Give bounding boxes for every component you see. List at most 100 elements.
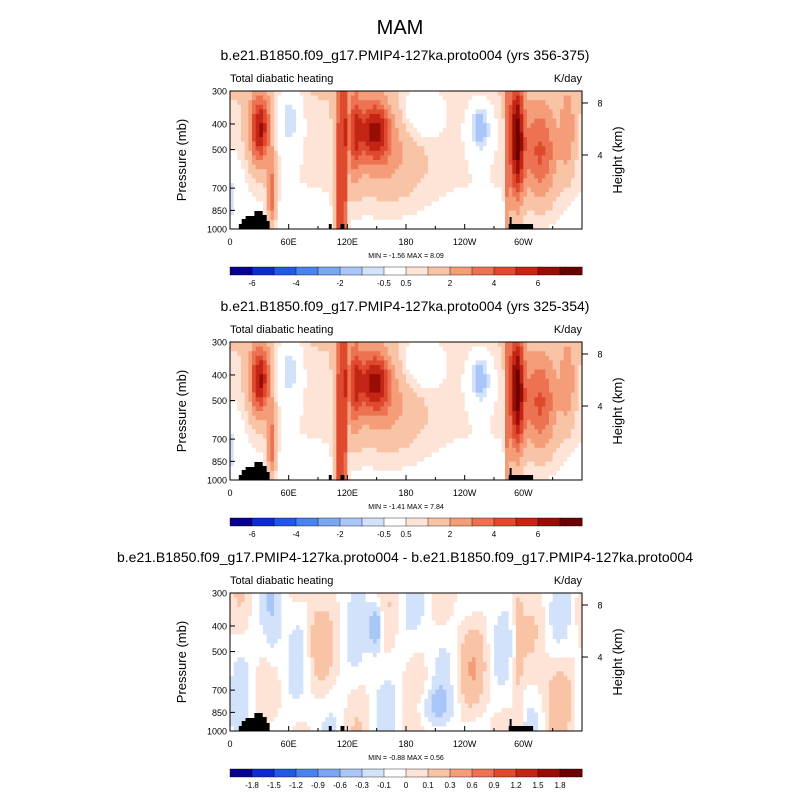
heatmap-cell bbox=[288, 100, 293, 106]
heatmap-cell bbox=[413, 219, 418, 225]
heatmap-cell bbox=[461, 397, 466, 403]
heatmap-cell bbox=[332, 346, 337, 352]
heatmap-cell bbox=[343, 406, 348, 412]
heatmap-cell bbox=[307, 355, 312, 361]
heatmap-cell bbox=[420, 346, 425, 352]
heatmap-cell bbox=[512, 201, 517, 207]
heatmap-cell bbox=[472, 196, 477, 202]
heatmap-cell bbox=[362, 150, 367, 156]
heatmap-cell bbox=[373, 173, 378, 179]
heatmap-cell bbox=[314, 411, 319, 417]
heatmap-cell bbox=[310, 91, 315, 97]
heatmap-cell bbox=[281, 146, 286, 152]
heatmap-cell bbox=[479, 192, 484, 198]
heatmap-cell bbox=[358, 424, 363, 430]
heatmap-cell bbox=[395, 378, 400, 384]
heatmap-cell bbox=[325, 424, 330, 430]
heatmap-cell bbox=[560, 91, 565, 97]
heatmap-cell bbox=[281, 210, 286, 216]
heatmap-cell bbox=[578, 91, 583, 97]
heatmap-cell bbox=[428, 383, 433, 389]
heatmap-cell bbox=[571, 411, 576, 417]
heatmap-cell bbox=[336, 201, 341, 207]
heatmap-cell bbox=[365, 100, 370, 106]
heatmap-cell bbox=[567, 173, 572, 179]
heatmap-cell bbox=[329, 201, 334, 207]
heatmap-cell bbox=[384, 178, 389, 184]
heatmap-cell bbox=[329, 123, 334, 129]
heatmap-cell bbox=[464, 187, 469, 193]
heatmap-cell bbox=[483, 196, 488, 202]
heatmap-cell bbox=[332, 164, 337, 170]
heatmap-cell bbox=[431, 351, 436, 357]
heatmap-cell bbox=[453, 118, 458, 124]
heatmap-cell bbox=[252, 173, 257, 179]
heatmap-cell bbox=[391, 351, 396, 357]
heatmap-cell bbox=[457, 137, 462, 143]
heatmap-cell bbox=[369, 374, 374, 380]
heatmap-cell bbox=[336, 100, 341, 106]
heatmap-cell bbox=[277, 434, 282, 440]
heatmap-cell bbox=[420, 132, 425, 138]
heatmap-cell bbox=[534, 192, 539, 198]
heatmap-cell bbox=[358, 95, 363, 101]
heatmap-cell bbox=[343, 434, 348, 440]
heatmap-cell bbox=[296, 415, 301, 421]
heatmap-cell bbox=[292, 109, 297, 115]
heatmap-cell bbox=[307, 374, 312, 380]
heatmap-cell bbox=[530, 434, 535, 440]
heatmap-cell bbox=[560, 365, 565, 371]
heatmap-cell bbox=[325, 342, 330, 348]
heatmap-cell bbox=[461, 420, 466, 426]
heatmap-cell bbox=[259, 192, 264, 198]
heatmap-cell bbox=[237, 95, 242, 101]
heatmap-cell bbox=[545, 104, 550, 110]
heatmap-cell bbox=[395, 187, 400, 193]
heatmap-cell bbox=[483, 355, 488, 361]
heatmap-cell bbox=[486, 224, 491, 230]
heatmap-cell bbox=[574, 127, 579, 133]
heatmap-cell bbox=[376, 196, 381, 202]
heatmap-cell bbox=[560, 201, 565, 207]
heatmap-cell bbox=[347, 132, 352, 138]
heatmap-cell bbox=[552, 415, 557, 421]
heatmap-cell bbox=[574, 219, 579, 225]
heatmap-cell bbox=[303, 183, 308, 189]
heatmap-cell bbox=[516, 392, 521, 398]
heatmap-cell bbox=[252, 123, 257, 129]
heatmap-cell bbox=[409, 424, 414, 430]
heatmap-cell bbox=[494, 355, 499, 361]
heatmap-cell bbox=[376, 95, 381, 101]
heatmap-cell bbox=[516, 355, 521, 361]
heatmap-cell bbox=[391, 183, 396, 189]
heatmap-cell bbox=[508, 132, 513, 138]
heatmap-cell bbox=[244, 355, 249, 361]
heatmap-cell bbox=[376, 104, 381, 110]
heatmap-cell bbox=[252, 132, 257, 138]
heatmap-cell bbox=[391, 187, 396, 193]
heatmap-cell bbox=[402, 360, 407, 366]
heatmap-cell bbox=[310, 224, 315, 230]
heatmap-cell bbox=[541, 378, 546, 384]
heatmap-cell bbox=[277, 342, 282, 348]
heatmap-cell bbox=[259, 196, 264, 202]
heatmap-cell bbox=[281, 415, 286, 421]
heatmap-cell bbox=[409, 201, 414, 207]
heatmap-cell bbox=[395, 411, 400, 417]
heatmap-cell bbox=[233, 132, 238, 138]
heatmap-cell bbox=[259, 123, 264, 129]
heatmap-cell bbox=[446, 141, 451, 147]
heatmap-cell bbox=[376, 192, 381, 198]
heatmap-cell bbox=[398, 146, 403, 152]
heatmap-cell bbox=[340, 342, 345, 348]
heatmap-cell bbox=[307, 388, 312, 394]
heatmap-cell bbox=[508, 178, 513, 184]
heatmap-cell bbox=[248, 383, 253, 389]
heatmap-cell bbox=[523, 415, 528, 421]
heatmap-cell bbox=[292, 369, 297, 375]
heatmap-cell bbox=[516, 132, 521, 138]
heatmap-cell bbox=[442, 365, 447, 371]
heatmap-cell bbox=[358, 374, 363, 380]
heatmap-cell bbox=[563, 392, 568, 398]
heatmap-cell bbox=[237, 378, 242, 384]
